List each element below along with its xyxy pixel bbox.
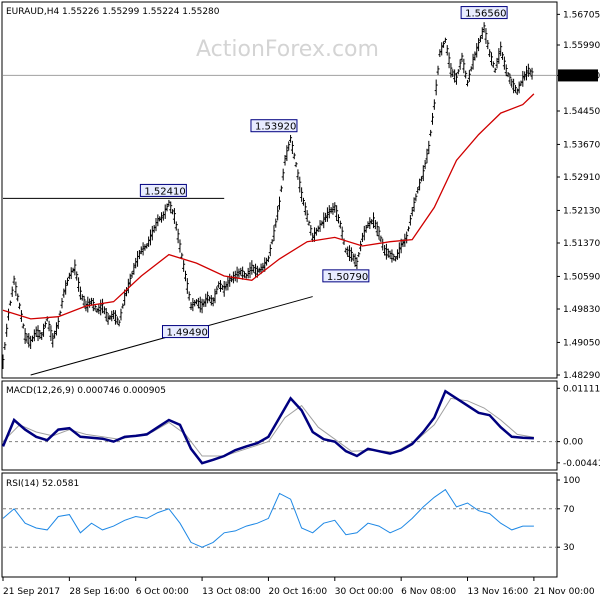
price-callout-box <box>250 119 298 133</box>
time-axis: 21 Sep 2017 28 Sep 16:00 6 Oct 00:00 13 Oct… <box>2 577 595 597</box>
rsi-y-tick-label: 100 <box>563 476 580 486</box>
time-axis-label: 6 Nov 08:00 <box>401 587 456 597</box>
rsi-pane: RSI(14) 52.0581 100 70 30 <box>1 472 580 578</box>
price-callout-label: 1.49490 <box>166 328 207 339</box>
price-callout-box <box>322 269 370 283</box>
macd-series-group <box>1 389 556 465</box>
rsi-pane-frame <box>1 472 558 578</box>
current-price-marker: 1.55280 <box>558 69 598 82</box>
macd-y-tick-label: -0.004419 <box>563 459 600 469</box>
price-y-tick-label: 1.55990 <box>563 41 600 51</box>
price-y-tick-label: 1.49050 <box>563 338 600 348</box>
macd-y-axis: 0.011111 0.00 -0.004419 <box>557 384 600 469</box>
rsi-pane-title: RSI(14) 52.0581 <box>6 479 79 489</box>
rsi-y-axis: 100 70 30 <box>557 476 580 553</box>
price-pane-frame <box>1 1 558 379</box>
macd-y-tick-label: 0.011111 <box>563 384 600 394</box>
time-axis-label: 30 Oct 00:00 <box>335 587 394 597</box>
price-y-tick-label: 1.54450 <box>563 107 600 117</box>
price-callout-box <box>460 6 508 20</box>
time-axis-label: 6 Oct 00:00 <box>136 587 189 597</box>
macd-line <box>1 389 534 465</box>
rsi-series-group <box>2 488 556 548</box>
price-callout-box <box>161 325 209 339</box>
price-y-tick-label: 1.52130 <box>563 206 600 216</box>
macd-signal-line <box>2 397 534 457</box>
macd-pane: MACD(12,26,9) 0.000746 0.000905 0.011111… <box>1 380 600 471</box>
price-y-axis: 1.56705 1.55990 1.55280 1.54450 1.53670 1.529… <box>557 10 600 381</box>
price-y-tick-label: 1.48290 <box>563 371 600 381</box>
rsi-y-tick-label: 70 <box>563 505 575 515</box>
rsi-y-tick-label: 30 <box>563 543 575 553</box>
time-axis-label: 13 Oct 08:00 <box>202 587 261 597</box>
price-callout-box <box>139 183 187 197</box>
time-axis-label: 13 Nov 16:00 <box>468 587 529 597</box>
watermark: ActionForex.com <box>196 37 379 62</box>
price-callout-label: 1.50790 <box>327 272 368 283</box>
rsi-line <box>2 488 534 548</box>
price-pane: EURAUD,H4 1.55226 1.55299 1.55224 1.5528… <box>1 1 600 381</box>
current-price-label: 1.55280 <box>561 71 598 81</box>
current-price-box <box>558 69 598 82</box>
price-y-tick-label: 1.53670 <box>563 140 600 150</box>
price-callouts: 1.52410 1.49490 1.53920 1.50790 1.56560 <box>139 6 508 339</box>
price-series-group <box>1 22 535 376</box>
time-axis-label: 28 Sep 16:00 <box>69 587 129 597</box>
price-y-tick-label: 1.50590 <box>563 272 600 282</box>
time-axis-label: 20 Oct 16:00 <box>268 587 327 597</box>
price-y-tick-label: 1.51370 <box>563 239 600 249</box>
price-callout-label: 1.53920 <box>255 122 296 133</box>
price-callout-label: 1.52410 <box>144 186 185 197</box>
time-axis-label: 21 Nov 00:00 <box>534 587 595 597</box>
price-pane-title: EURAUD,H4 1.55226 1.55299 1.55224 1.5528… <box>6 7 220 17</box>
price-y-tick-label: 1.56705 <box>563 10 600 20</box>
macd-pane-title: MACD(12,26,9) 0.000746 0.000905 <box>6 386 166 396</box>
macd-y-tick-label: 0.00 <box>563 438 583 448</box>
price-y-tick-label: 1.49830 <box>563 305 600 315</box>
price-y-tick-label: 1.52910 <box>563 173 600 183</box>
time-axis-label: 21 Sep 2017 <box>3 587 60 597</box>
moving-average-line <box>2 93 535 320</box>
price-callout-label: 1.56560 <box>465 9 506 20</box>
